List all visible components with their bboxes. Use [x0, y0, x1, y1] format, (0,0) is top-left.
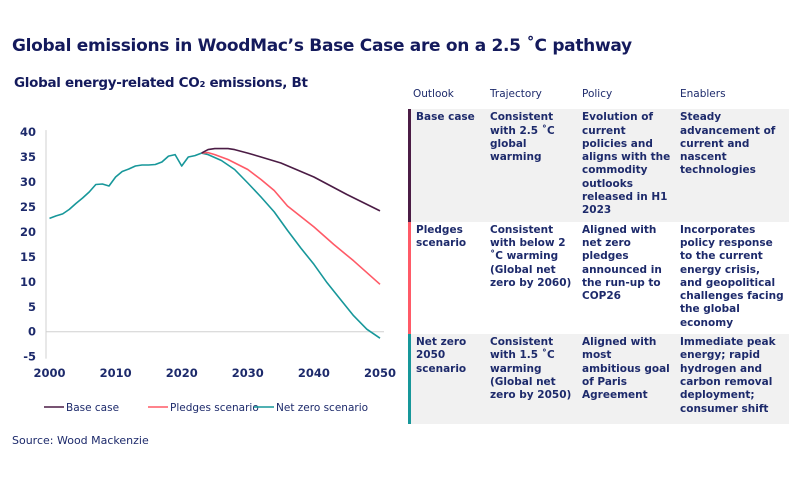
y-tick-label: 5: [28, 300, 36, 314]
source-note: Source: Wood Mackenzie: [12, 434, 149, 447]
series-line-pledges-scenario: [201, 151, 381, 285]
y-tick-label: -5: [23, 350, 36, 364]
historical-line: [49, 152, 202, 220]
x-tick-label: 2020: [166, 366, 198, 380]
emissions-line-chart: 40 35 30 25 20 15 10 5 0 -5 2000 2010 2020 2030 2040 20…: [20, 125, 396, 414]
legend-label: Net zero scenario: [276, 402, 368, 414]
chart-title: Global energy-related CO₂ emissions, Bt: [14, 75, 308, 91]
series-line-net-zero-scenario: [201, 152, 381, 339]
cell-outlook: Base case: [408, 109, 485, 222]
y-tick-label: 10: [20, 275, 36, 289]
x-tick-label: 2050: [364, 366, 396, 380]
header-trajectory: Trajectory: [490, 88, 542, 100]
table-row-pledges: Pledges scenario Consistent with below 2…: [408, 221, 789, 335]
scenario-table: Outlook Trajectory Policy Enablers Base …: [408, 86, 789, 425]
cell-trajectory: Consistent with 2.5 ˚C global warming: [485, 109, 577, 222]
y-tick-label: 40: [20, 125, 36, 139]
cell-enablers: Incorporates policy response to the curr…: [680, 223, 784, 329]
header-enablers: Enablers: [680, 88, 726, 100]
cell-policy: Aligned with most ambitious goal of Pari…: [577, 334, 675, 425]
x-tick-label: 2010: [100, 366, 132, 380]
cell-policy: Aligned with net zero pledges announced …: [582, 223, 662, 303]
legend-label: Base case: [66, 402, 119, 414]
cell-outlook: Net zero 2050 scenario: [408, 334, 485, 425]
cell-trajectory: Consistent with below 2 ˚C warming (Glob…: [490, 223, 572, 289]
header-policy: Policy: [582, 88, 613, 100]
y-tick-label: 30: [20, 175, 36, 189]
cell-enablers: Immediate peak energy; rapid hydrogen an…: [675, 334, 789, 425]
y-tick-label: 35: [20, 150, 36, 164]
cell-trajectory: Consistent with 1.5 ˚C warming (Global n…: [485, 334, 577, 425]
cell-policy: Evolution of current policies and aligns…: [577, 109, 675, 222]
y-tick-label: 15: [20, 250, 36, 264]
table-header-row: Outlook Trajectory Policy Enablers: [408, 86, 789, 109]
cell-outlook: Pledges scenario: [408, 221, 485, 335]
y-tick-label: 25: [20, 200, 36, 214]
x-tick-label: 2030: [232, 366, 264, 380]
y-tick-label: 0: [28, 325, 36, 339]
legend-label: Pledges scenario: [170, 402, 259, 414]
cell-enablers: Steady advancement of current and nascen…: [675, 109, 789, 222]
x-tick-label: 2040: [298, 366, 330, 380]
header-outlook: Outlook: [413, 88, 454, 100]
y-tick-label: 20: [20, 225, 36, 239]
table-row-base-case: Base case Consistent with 2.5 ˚C global …: [408, 109, 789, 222]
x-tick-label: 2000: [33, 366, 65, 380]
page-title: Global emissions in WoodMac’s Base Case …: [12, 36, 632, 56]
series-line-base-case: [201, 147, 381, 212]
table-row-net-zero: Net zero 2050 scenario Consistent with 1…: [408, 334, 789, 425]
